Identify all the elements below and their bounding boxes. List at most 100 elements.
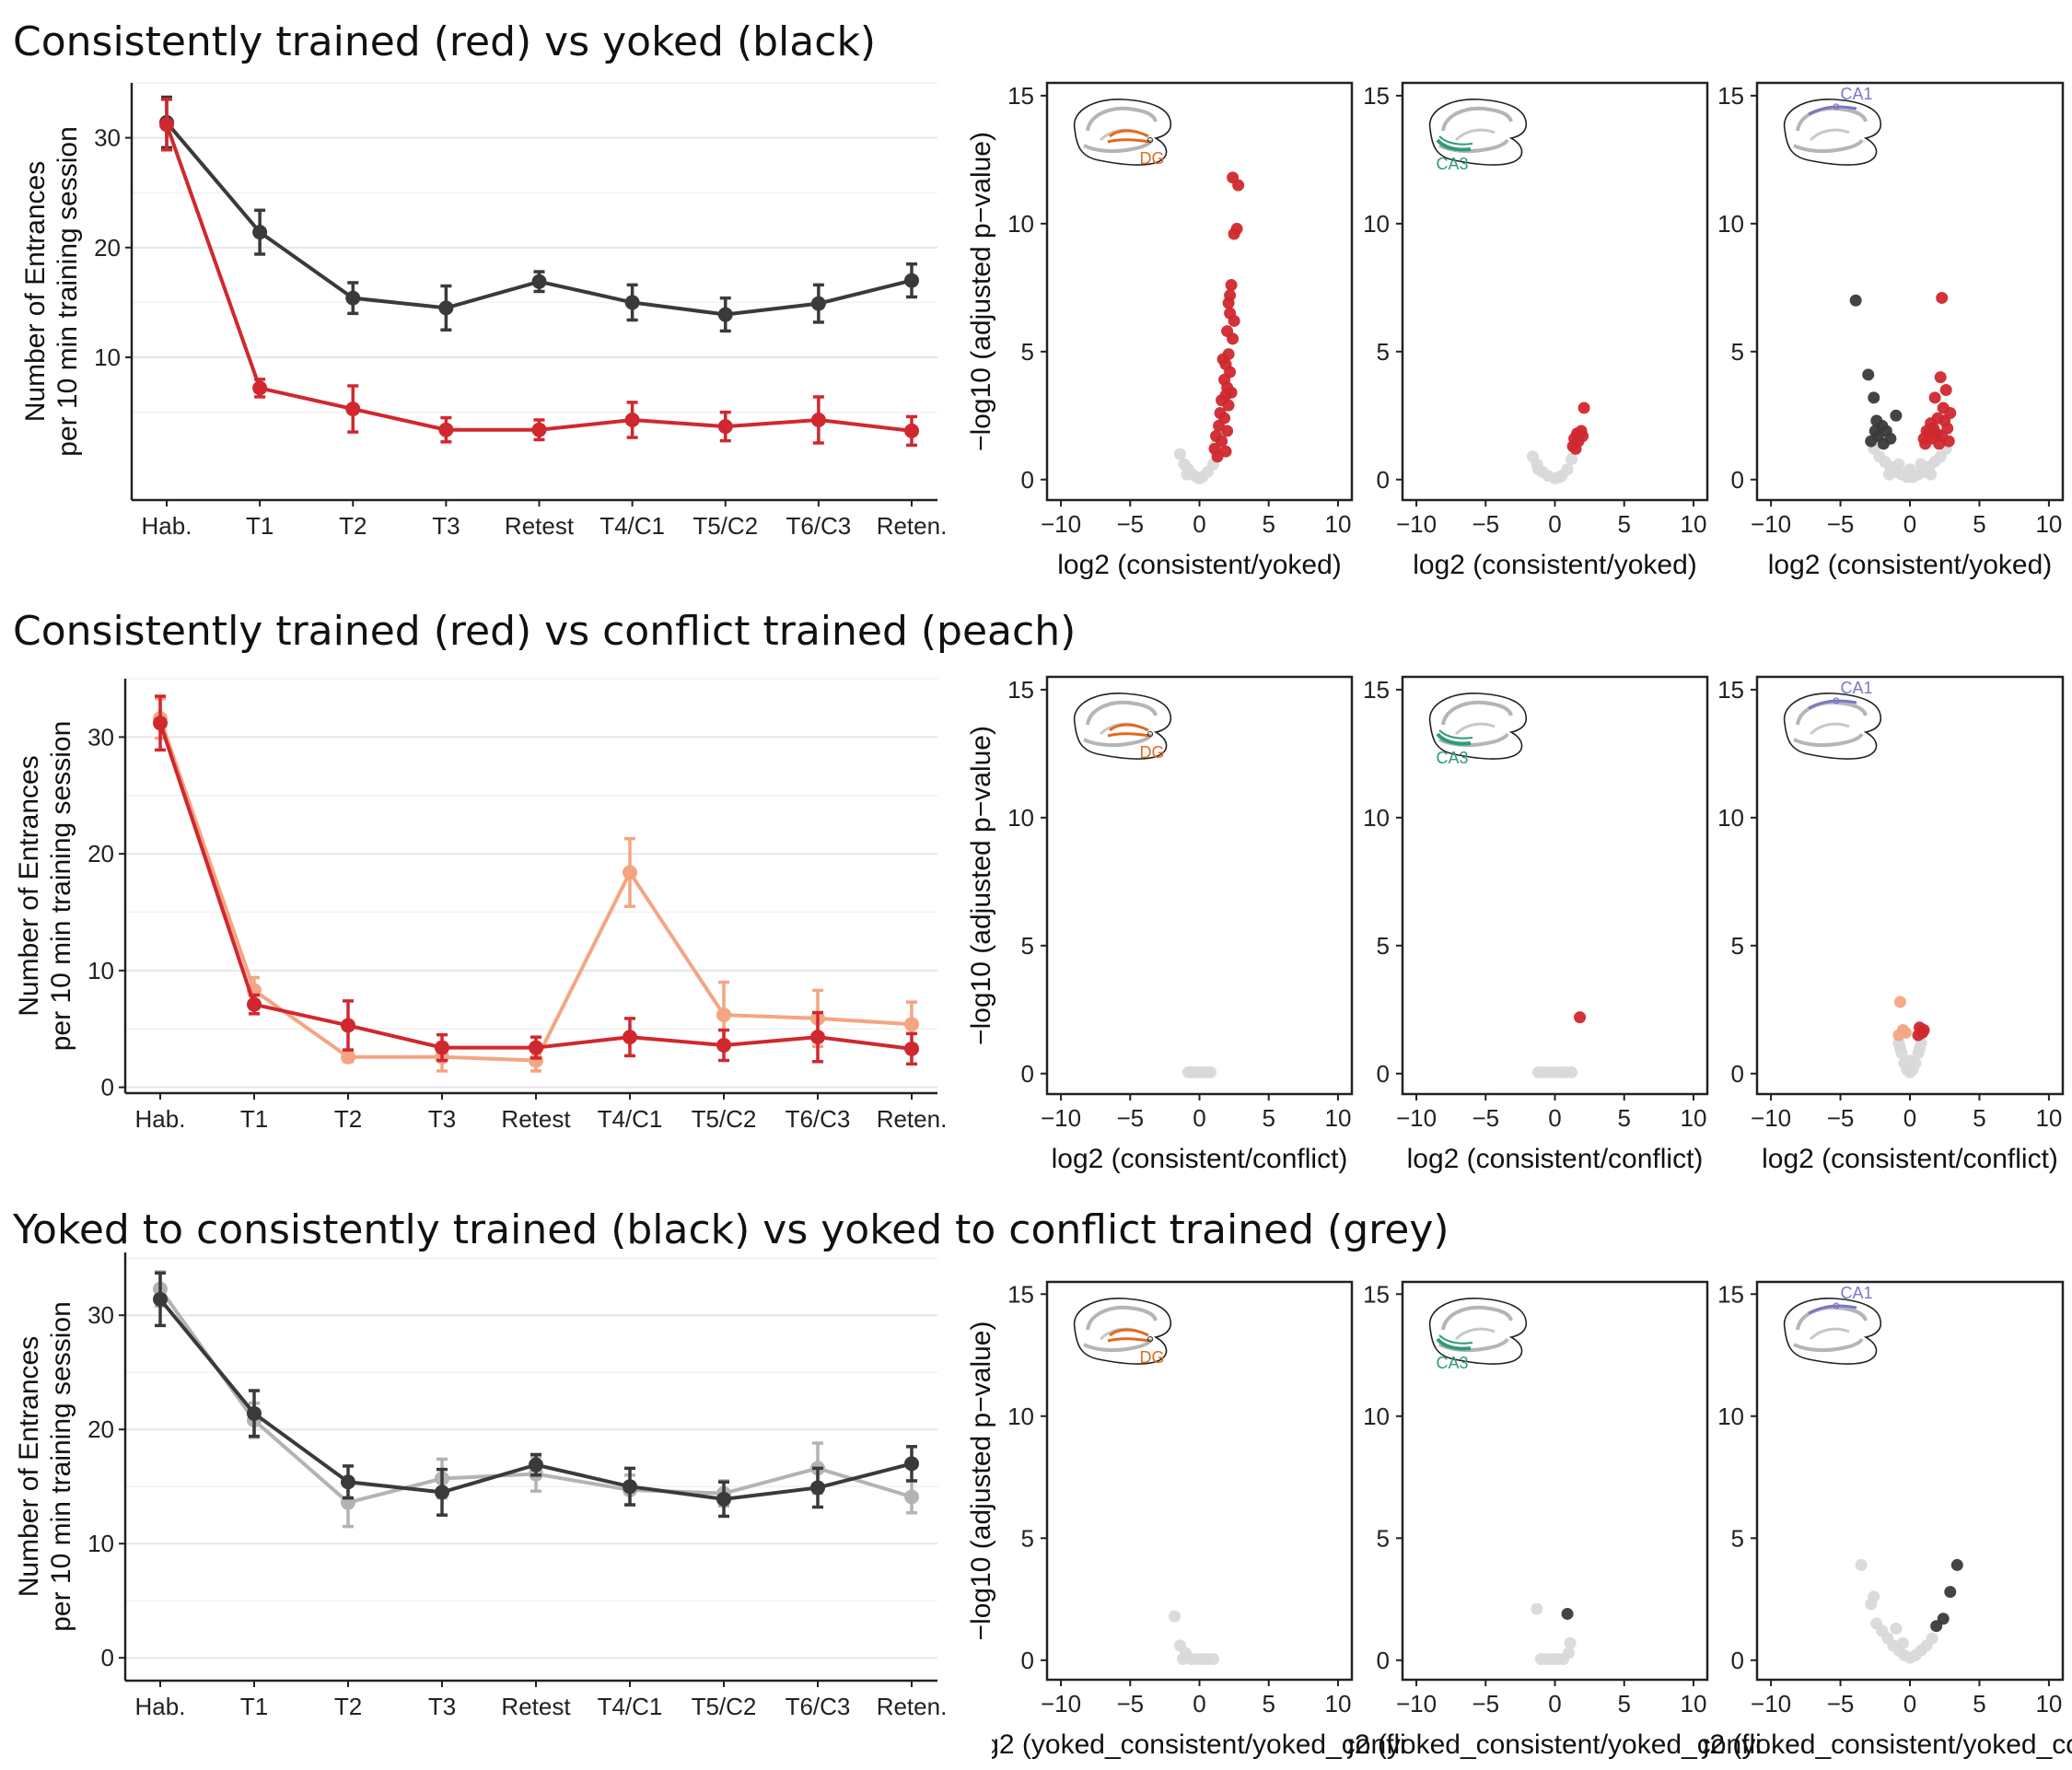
x-tick-label: T6/C3 (786, 1693, 851, 1720)
data-point (904, 273, 919, 288)
x-tick-label: 0 (1548, 1104, 1561, 1132)
data-point (529, 1457, 543, 1473)
hippocampus-layer (1086, 700, 1158, 726)
ca1-marker (1833, 697, 1840, 705)
volcano-plot-ca1-12: 0 5 10 15 −10 −5 0 5 10 log2 (yoked_consistent/yo… (1702, 1280, 2072, 1760)
scatter-point (1224, 289, 1237, 302)
data-point (531, 422, 547, 437)
data-point (904, 423, 919, 438)
x-tick-label: T2 (334, 1693, 362, 1720)
series-line (158, 722, 913, 1051)
hippocampus-icon: CA1 (1783, 85, 1882, 166)
x-tick-label: −10 (1041, 510, 1081, 538)
hippocampus-layer (1809, 722, 1850, 736)
x-tick-label: T1 (246, 512, 274, 540)
scatter-point (1890, 409, 1903, 422)
hippocampus-icon: CA1 (1783, 679, 1882, 760)
ca1-highlight (1808, 1304, 1857, 1315)
y-tick-label: 10 (1007, 1403, 1034, 1430)
y-axis-title: Number of Entrancesper 10 min training s… (14, 1301, 76, 1632)
y-tick-label: 0 (1021, 466, 1034, 494)
data-point (153, 1291, 168, 1307)
scatter-point (1915, 458, 1927, 471)
x-tick-label: −10 (1041, 1690, 1081, 1718)
data-point (438, 300, 454, 316)
x-tick-label: 0 (1193, 1104, 1205, 1132)
data-point (810, 1030, 825, 1045)
y-tick-label: 20 (94, 234, 121, 262)
y-axis-title: Number of Entrancesper 10 min training s… (20, 126, 83, 457)
points-red (1912, 1021, 1930, 1042)
x-tick-label: Reten. (877, 1693, 948, 1720)
region-label: CA1 (1840, 1284, 1872, 1302)
data-point (717, 307, 733, 322)
scatter-point (1211, 450, 1224, 463)
x-tick-label: −10 (1396, 1690, 1437, 1718)
series-black (153, 1271, 919, 1519)
data-point (904, 1041, 919, 1056)
x-tick-label: T5/C2 (693, 512, 758, 540)
scatter-point (1944, 407, 1957, 420)
hippocampus-layer (1793, 732, 1864, 748)
y-tick-label: 10 (1717, 1403, 1744, 1430)
region-label: CA1 (1840, 85, 1872, 103)
scatter-point (1232, 179, 1245, 192)
y-tick-label: 5 (1731, 338, 1744, 366)
points-red (1917, 291, 1957, 450)
region-label: CA3 (1436, 749, 1468, 767)
ca3-highlight (1436, 1337, 1472, 1351)
dg-highlight (1109, 1328, 1149, 1337)
scatter-point (1563, 1647, 1576, 1659)
y-tick-label: 15 (1363, 82, 1390, 110)
x-tick-label: −5 (1116, 1104, 1144, 1132)
x-tick-label: −5 (1116, 510, 1144, 538)
y-tick-label: 15 (1007, 1280, 1034, 1308)
hippocampus-icon: CA1 (1783, 1284, 1882, 1365)
data-point (252, 380, 268, 396)
hippocampus-layer (1454, 1327, 1496, 1341)
volcano-plot-dg-10: 0 5 10 15 −10 −5 0 5 10 log2 (yoked_consistent/yo… (966, 1280, 1407, 1760)
y-tick-label: 0 (101, 1074, 114, 1101)
y-tick-label: 5 (1377, 1524, 1390, 1552)
hippocampus-layer (1793, 1337, 1864, 1353)
x-tick-label: T4/C1 (599, 512, 665, 540)
data-point (810, 412, 826, 427)
data-point (623, 1479, 637, 1495)
x-tick-label: 10 (2035, 1104, 2062, 1132)
hippocampus-icon: CA3 (1428, 1298, 1528, 1372)
scatter-point (1855, 1558, 1868, 1571)
data-point (438, 422, 454, 437)
hippocampus-layer (1809, 1327, 1850, 1341)
scatter-point (1917, 1024, 1930, 1037)
row-title-2: Consistently trained (red) vs conflict t… (13, 608, 1076, 655)
x-tick-label: T1 (240, 1693, 268, 1720)
region-label: CA3 (1436, 155, 1468, 173)
x-tick-label: 5 (1973, 510, 1985, 538)
x-tick-label: 5 (1617, 1690, 1630, 1718)
y-axis-title: −log10 (adjusted p−value) (966, 726, 996, 1045)
y-tick-label: 5 (1021, 338, 1034, 366)
data-point (345, 402, 361, 417)
x-tick-label: 10 (1680, 1104, 1706, 1132)
x-tick-label: T6/C3 (786, 512, 851, 540)
points-lightgrey (1531, 1065, 1578, 1078)
scatter-point (1849, 294, 1862, 307)
scatter-point (1930, 1620, 1943, 1633)
hippocampus-layer (1441, 1305, 1513, 1331)
scatter-point (1890, 1622, 1903, 1635)
x-axis-title: log2 (consistent/yoked) (1768, 550, 2053, 580)
ca3-highlight (1436, 138, 1472, 152)
scatter-point (1222, 399, 1235, 412)
scatter-point (1896, 1636, 1909, 1649)
hippocampus-layer (1083, 138, 1154, 154)
data-point (904, 1489, 919, 1505)
dg-highlight (1107, 1337, 1151, 1343)
dg-highlight (1109, 723, 1149, 732)
points-red (1566, 402, 1590, 455)
data-point (531, 274, 547, 289)
row-title-1: Consistently trained (red) vs yoked (bla… (13, 18, 876, 65)
line-chart-3: 0 10 20 30 Hab. T1 T2 T3 Retest T4/C1 T5/C2 T6/C3 Re… (14, 1252, 947, 1720)
scatter-point (1228, 314, 1240, 327)
x-tick-label: T6/C3 (786, 1105, 851, 1133)
x-tick-label: 5 (1262, 1690, 1275, 1718)
